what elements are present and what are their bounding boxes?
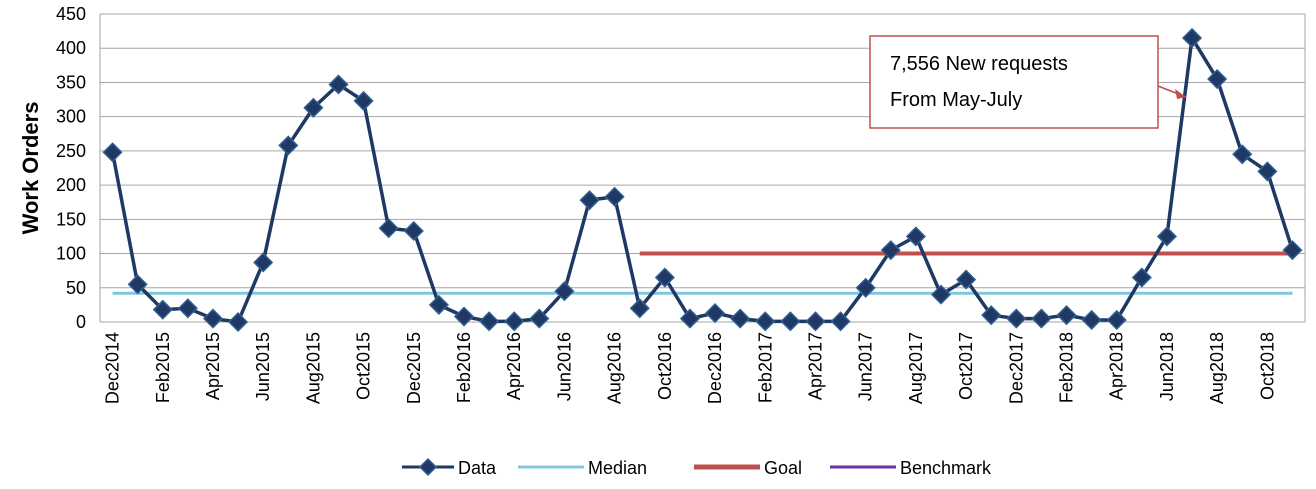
- y-tick-label: 250: [56, 141, 86, 161]
- x-tick-label: Dec2016: [705, 332, 725, 404]
- annotation-text: From May-July: [890, 89, 1022, 111]
- data-point: [1031, 308, 1052, 329]
- data-point: [1282, 240, 1303, 261]
- data-point: [403, 220, 424, 242]
- legend-label-data: Data: [458, 458, 497, 478]
- data-point: [1257, 161, 1278, 182]
- data-point: [504, 311, 525, 332]
- data-point: [780, 311, 801, 332]
- data-point: [679, 308, 701, 329]
- x-tick-label: Dec2015: [404, 332, 424, 404]
- y-tick-label: 0: [76, 312, 86, 332]
- data-point: [453, 306, 475, 327]
- data-point: [805, 311, 826, 332]
- data-point: [905, 226, 926, 247]
- x-tick-label: Jun2015: [253, 332, 273, 401]
- data-point: [629, 298, 650, 319]
- data-point: [554, 281, 575, 302]
- legend-marker-data: [418, 457, 438, 477]
- y-tick-label: 300: [56, 107, 86, 127]
- data-point: [353, 90, 374, 111]
- data-point: [1232, 144, 1253, 165]
- data-point: [202, 308, 224, 329]
- data-point: [1156, 226, 1177, 247]
- y-axis-label: Work Orders: [18, 102, 43, 235]
- x-tick-label: Apr2018: [1107, 332, 1127, 400]
- data-point: [1181, 27, 1203, 49]
- x-axis-ticks: Dec2014 Feb2015 Apr2015 Jun2015 Aug2015 Oct20…: [103, 332, 1278, 404]
- y-tick-label: 350: [56, 72, 86, 92]
- data-point: [177, 298, 198, 319]
- data-point: [428, 294, 449, 315]
- x-tick-label: Apr2015: [203, 332, 223, 400]
- data-point: [1207, 68, 1228, 90]
- y-tick-label: 50: [66, 278, 86, 298]
- annotation-box: [869, 35, 1159, 129]
- x-tick-label: Aug2017: [906, 332, 926, 404]
- data-point: [1106, 309, 1127, 331]
- legend-label-median: Median: [588, 458, 647, 478]
- data-point: [604, 186, 625, 207]
- x-tick-label: Dec2017: [1006, 332, 1026, 404]
- x-tick-label: Apr2017: [805, 332, 825, 400]
- data-point: [1081, 309, 1102, 331]
- data-point: [1131, 267, 1152, 288]
- data-point: [529, 308, 550, 329]
- data-point: [228, 311, 249, 333]
- x-tick-label: Jun2017: [856, 332, 876, 401]
- x-tick-label: Jun2016: [554, 332, 574, 401]
- data-point: [253, 252, 274, 273]
- data-point: [1056, 305, 1077, 326]
- legend: Data Median Goal Benchmark: [402, 457, 992, 478]
- y-tick-label: 200: [56, 175, 86, 195]
- x-tick-label: Feb2015: [153, 332, 173, 403]
- data-point: [303, 97, 324, 118]
- data-point: [127, 274, 148, 295]
- x-tick-label: Feb2017: [755, 332, 775, 403]
- data-point: [704, 303, 726, 324]
- legend-label-benchmark: Benchmark: [900, 458, 992, 478]
- data-point: [328, 74, 349, 95]
- annotation-arrowhead: [1175, 89, 1187, 99]
- x-tick-label: Oct2016: [655, 332, 675, 400]
- data-point: [880, 240, 901, 261]
- data-point: [930, 284, 952, 305]
- x-tick-label: Feb2018: [1057, 332, 1077, 403]
- data-point: [152, 299, 173, 320]
- x-tick-label: Aug2015: [303, 332, 323, 404]
- x-tick-label: Feb2016: [454, 332, 474, 403]
- x-tick-label: Aug2018: [1207, 332, 1227, 404]
- data-point: [579, 190, 600, 211]
- y-axis-ticks: 0 50 100 150 200 250 300 350 400 450: [56, 4, 86, 332]
- data-point: [378, 218, 399, 239]
- data-point: [102, 142, 123, 163]
- data-point: [956, 269, 977, 290]
- x-tick-label: Jun2018: [1157, 332, 1177, 401]
- annotation: 7,556 New requests From May-July: [869, 35, 1187, 129]
- data-point: [654, 267, 675, 288]
- data-point: [278, 135, 299, 156]
- data-point: [981, 305, 1002, 326]
- data-point: [730, 308, 751, 329]
- x-tick-label: Oct2015: [354, 332, 374, 400]
- annotation-text: 7,556 New requests: [890, 53, 1068, 75]
- data-point: [830, 311, 851, 332]
- y-tick-label: 400: [56, 38, 86, 58]
- x-tick-label: Apr2016: [504, 332, 524, 400]
- x-tick-label: Oct2017: [956, 332, 976, 400]
- x-tick-label: Dec2014: [103, 332, 123, 404]
- x-tick-label: Oct2018: [1257, 332, 1277, 400]
- data-markers: [102, 27, 1303, 333]
- data-point: [855, 277, 876, 298]
- y-tick-label: 100: [56, 244, 86, 264]
- data-point: [479, 311, 500, 332]
- gridlines: [99, 13, 1306, 323]
- data-point: [1006, 308, 1027, 329]
- y-tick-label: 150: [56, 209, 86, 229]
- data-point: [755, 311, 776, 332]
- legend-label-goal: Goal: [764, 458, 802, 478]
- x-tick-label: Aug2016: [605, 332, 625, 404]
- y-tick-label: 450: [56, 4, 86, 24]
